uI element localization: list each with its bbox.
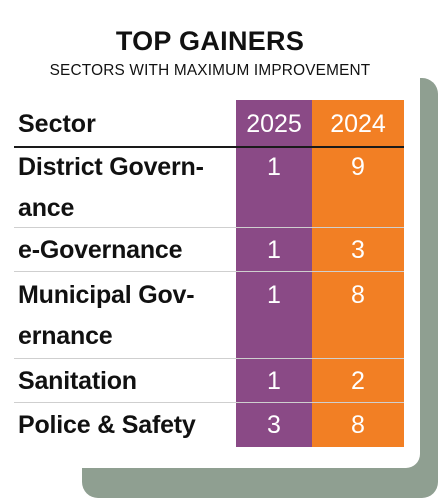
row-2-sector: e-Governance	[18, 236, 183, 264]
row-3-2025: 1	[267, 281, 281, 309]
column-2025-bg	[236, 100, 312, 447]
infographic-card: TOP GAINERS SECTORS WITH MAXIMUM IMPROVE…	[14, 26, 404, 447]
row-1-sector-line2: ance	[18, 194, 75, 222]
row-divider	[14, 227, 404, 228]
row-4-2024: 2	[351, 367, 365, 395]
row-1-2025: 1	[267, 153, 281, 181]
row-3-2024: 8	[351, 281, 365, 309]
row-divider	[14, 271, 404, 272]
row-divider	[14, 358, 404, 359]
row-4-2025: 1	[267, 367, 281, 395]
title: TOP GAINERS	[115, 26, 305, 56]
header-divider	[14, 146, 404, 148]
subtitle: SECTORS WITH MAXIMUM IMPROVEMENT	[49, 62, 371, 79]
row-2-2025: 1	[267, 236, 281, 264]
row-divider	[14, 402, 404, 403]
row-1-sector-line1: District Govern-	[18, 153, 204, 181]
row-5-2025: 3	[267, 411, 281, 439]
header-2024: 2024	[330, 110, 386, 138]
header-sector: Sector	[18, 110, 96, 138]
row-5-sector: Police & Safety	[18, 411, 196, 439]
column-2024-bg	[312, 100, 404, 447]
row-5-2024: 8	[351, 411, 365, 439]
row-1-2024: 9	[351, 153, 365, 181]
header-2025: 2025	[246, 110, 302, 138]
row-3-sector-line1: Municipal Gov-	[18, 281, 195, 309]
row-3-sector-line2: ernance	[18, 322, 113, 350]
row-4-sector: Sanitation	[18, 367, 137, 395]
row-2-2024: 3	[351, 236, 365, 264]
